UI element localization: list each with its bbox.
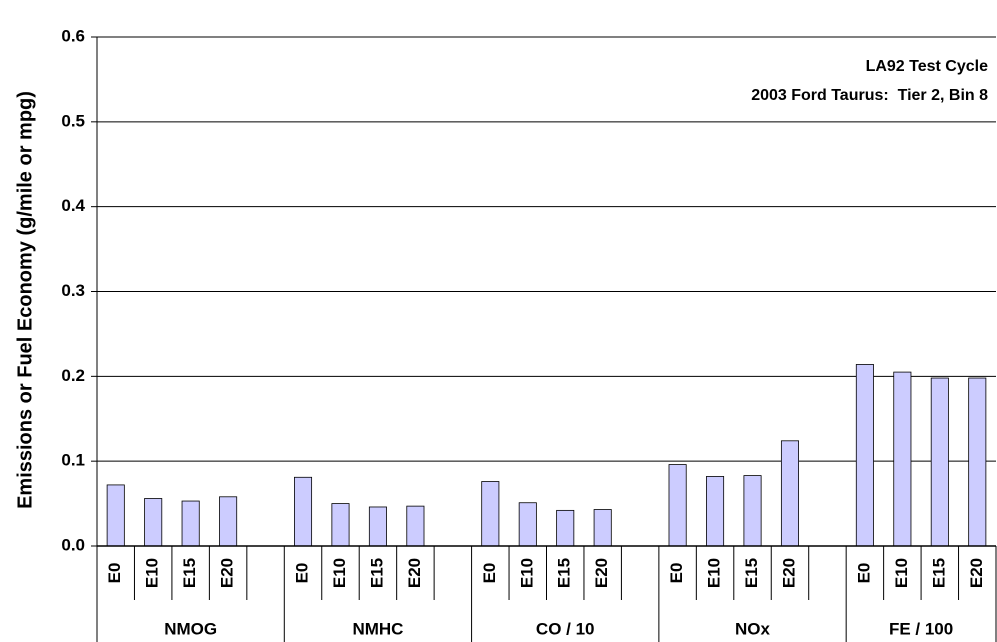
x-tick-label: E15 [929,558,948,588]
bar [144,498,163,547]
x-tick-label: E10 [330,558,349,588]
bar [181,500,200,547]
x-tick-label: E10 [892,558,911,588]
group-label: FE / 100 [889,619,953,638]
bar [406,505,425,547]
bar [893,371,912,547]
x-tick-label: E15 [555,558,574,588]
bar [780,440,799,547]
bar [855,364,874,547]
x-tick-label: E20 [779,558,798,588]
x-tick-label: E15 [367,558,386,588]
x-tick-label: E0 [293,563,312,584]
bar [743,475,762,547]
x-tick-label: E20 [967,558,986,588]
group-label: CO / 10 [536,619,595,638]
y-tick-label: 0.6 [61,26,85,45]
y-tick-label: 0.4 [61,196,85,215]
x-tick-label: E0 [667,563,686,584]
bar [368,506,387,547]
bar [930,377,949,547]
x-tick-label: E0 [105,563,124,584]
x-tick-label: E15 [180,558,199,588]
x-tick-label: E0 [480,563,499,584]
x-tick-label: E15 [742,558,761,588]
x-tick-label: E10 [705,558,724,588]
group-label: NMHC [352,619,403,638]
group-label: NMOG [164,619,217,638]
x-tick-label: E0 [854,563,873,584]
bar [968,377,987,547]
bar [556,509,575,547]
bar [518,502,537,547]
bar [668,464,687,547]
x-tick-label: E10 [143,558,162,588]
bar [481,481,500,547]
bar [219,496,238,547]
y-tick-label: 0.2 [61,366,85,385]
y-axis-label: Emissions or Fuel Economy (g/mile or mpg… [14,91,36,509]
bar [331,503,350,547]
bar [706,476,725,547]
group-label: NOx [735,619,771,638]
x-tick-label: E10 [517,558,536,588]
bar [593,509,612,547]
x-tick-label: E20 [218,558,237,588]
x-tick-label: E20 [405,558,424,588]
y-tick-label: 0.1 [61,451,85,470]
y-tick-label: 0.0 [61,535,85,554]
x-tick-label: E20 [592,558,611,588]
annotation: LA92 Test Cycle [866,58,989,75]
y-tick-label: 0.5 [61,111,85,130]
annotation: 2003 Ford Taurus: Tier 2, Bin 8 [751,87,988,104]
y-tick-label: 0.3 [61,281,85,300]
bar [106,484,125,547]
bar [294,476,313,547]
